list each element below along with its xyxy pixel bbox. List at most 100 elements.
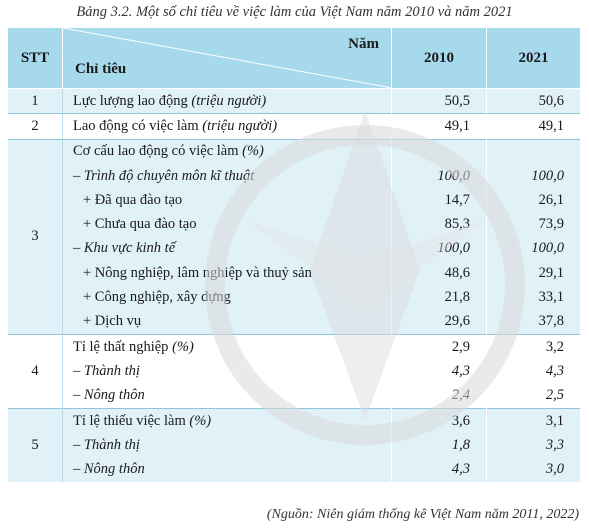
value-2010: 21,8 [391,285,487,310]
table-row: – Nông thôn 4,3 3,0 [8,457,581,482]
value-2021: 3,1 [486,407,581,434]
value-2010: 2,4 [391,383,487,409]
value-2021: 4,3 [486,359,581,384]
indicator-cell: Lao động có việc làm (triệu người) [62,113,392,140]
value-2021: 50,6 [486,87,581,114]
indicator-cell: Tỉ lệ thất nghiệp (%) [62,333,392,360]
employment-table: STT Năm Chỉ tiêu 2010 2021 1 Lực lượng la… [7,28,581,482]
table-body: 1 Lực lượng lao động (triệu người) 50,5 50,… [7,87,581,482]
indicator-cell: Tỉ lệ thiếu việc làm (%) [62,407,392,434]
indicator-label: – Trình độ chuyên môn kĩ thuật [73,167,255,184]
header-chi-tieu: Chỉ tiêu [75,61,127,77]
table-row: + Công nghiệp, xây dựng 21,8 33,1 [8,285,581,310]
indicator-cell: – Nông thôn [62,383,392,409]
indicator-unit: (%) [242,143,264,160]
indicator-cell: – Thành thị [62,433,392,458]
indicator-label: – Nông thôn [73,387,145,404]
value-2010: 1,8 [391,433,487,458]
header-year-2010: 2010 [391,28,487,89]
indicator-label: – Thành thị [73,362,140,379]
indicator-unit: (triệu người) [202,117,278,134]
table-row: + Đã qua đào tạo 14,7 26,1 [8,188,581,213]
indicator-label: Cơ cấu lao động có việc làm [73,143,239,160]
value-2010 [391,138,487,164]
stt-cell: 4 [7,333,63,409]
value-2021: 73,9 [486,212,581,237]
table-row: – Nông thôn 2,4 2,5 [8,383,581,409]
value-2010: 3,6 [391,407,487,434]
header-stt: STT [7,28,63,89]
value-2010: 49,1 [391,113,487,140]
indicator-cell: – Khu vực kinh tế [62,236,392,262]
indicator-label: + Công nghiệp, xây dựng [83,289,231,306]
value-2010: 100,0 [391,236,487,262]
indicator-label: – Khu vực kinh tế [73,240,176,257]
value-2010: 29,6 [391,309,487,335]
table-row: – Trình độ chuyên môn kĩ thuật 100,0 100,0 [8,163,581,189]
value-2021: 26,1 [486,188,581,213]
value-2021: 3,0 [486,457,581,482]
indicator-cell: + Đã qua đào tạo [62,188,392,213]
indicator-cell: Cơ cấu lao động có việc làm (%) [62,138,392,164]
stt-cell: 2 [7,113,63,140]
indicator-label: Tỉ lệ thiếu việc làm [73,412,186,429]
indicator-label: + Nông nghiệp, lâm nghiệp và thuỷ sản [83,264,312,281]
indicator-cell: + Chưa qua đào tạo [62,212,392,237]
value-2021: 3,3 [486,433,581,458]
table-row: + Dịch vụ 29,6 37,8 [8,309,581,335]
table-row: 4 Tỉ lệ thất nghiệp (%) 2,9 3,2 [7,333,581,409]
diagonal-line [63,28,392,88]
indicator-label: + Chưa qua đào tạo [83,216,197,233]
indicator-cell: – Trình độ chuyên môn kĩ thuật [62,163,392,189]
indicator-label: – Nông thôn [73,461,145,478]
indicator-label: + Đã qua đào tạo [83,191,183,208]
value-2021: 3,2 [486,333,581,360]
indicator-cell: + Công nghiệp, xây dựng [62,285,392,310]
value-2021: 37,8 [486,309,581,335]
table-row: + Nông nghiệp, lâm nghiệp và thuỷ sản 48,… [8,261,581,286]
value-2010: 14,7 [391,188,487,213]
indicator-unit: (triệu người) [191,92,267,109]
header-nam: Năm [348,36,379,52]
indicator-label: – Thành thị [73,436,140,453]
value-2010: 100,0 [391,163,487,189]
indicator-unit: (%) [189,412,212,429]
header-row: STT Năm Chỉ tiêu 2010 2021 [7,28,581,89]
table-row: 5 Tỉ lệ thiếu việc làm (%) 3,6 3,1 [7,407,581,482]
table-row: 2 Lao động có việc làm (triệu người) 49,1 4… [7,113,581,140]
table-row: 3 Cơ cấu lao động có việc làm (%) [7,138,581,335]
table-row: – Khu vực kinh tế 100,0 100,0 [8,236,581,262]
value-2010: 48,6 [391,261,487,286]
indicator-cell: – Thành thị [62,359,392,384]
value-2021: 33,1 [486,285,581,310]
indicator-label: Lực lượng lao động [73,92,188,109]
value-2021: 29,1 [486,261,581,286]
value-2021: 49,1 [486,113,581,140]
indicator-cell: + Nông nghiệp, lâm nghiệp và thuỷ sản [62,261,392,286]
indicator-cell: Lực lượng lao động (triệu người) [62,87,392,114]
value-2010: 4,3 [391,457,487,482]
table-caption: Bảng 3.2. Một số chỉ tiêu về việc làm củ… [76,4,513,20]
table-row: – Thành thị 4,3 4,3 [8,359,581,384]
stt-cell: 5 [7,407,63,482]
indicator-label: Lao động có việc làm [73,117,199,134]
stt-cell: 1 [7,87,63,114]
table-row: – Thành thị 1,8 3,3 [8,433,581,458]
value-2021: 100,0 [486,163,581,189]
value-2021 [486,138,581,164]
value-2010: 85,3 [391,212,487,237]
source-note: (Nguồn: Niên giám thống kê Việt Nam năm … [266,507,579,522]
indicator-label: + Dịch vụ [83,313,142,330]
value-2021: 100,0 [486,236,581,262]
value-2010: 4,3 [391,359,487,384]
header-year-2021: 2021 [486,28,581,89]
indicator-label: Tỉ lệ thất nghiệp [73,338,169,355]
header-diagonal-cell: Năm Chỉ tiêu [62,28,392,89]
value-2010: 2,9 [391,333,487,360]
value-2010: 50,5 [391,87,487,114]
stt-cell: 3 [7,138,63,335]
table-row: 1 Lực lượng lao động (triệu người) 50,5 50,… [7,87,581,114]
value-2021: 2,5 [486,383,581,409]
indicator-cell: + Dịch vụ [62,309,392,335]
indicator-unit: (%) [172,338,194,355]
